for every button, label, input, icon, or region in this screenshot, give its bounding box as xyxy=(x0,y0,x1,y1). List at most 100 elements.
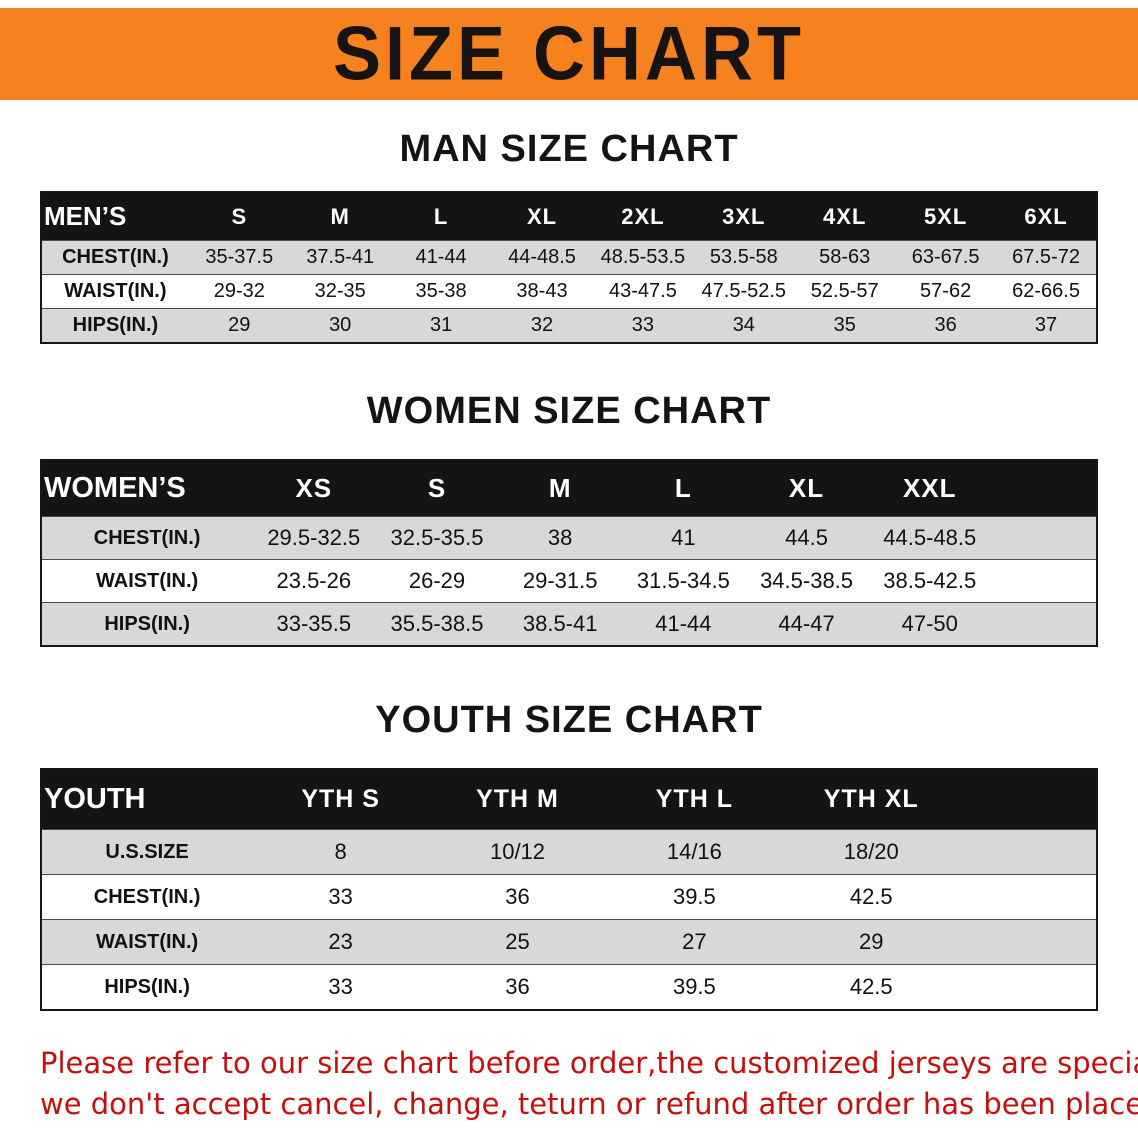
size-header-cell: YTH L xyxy=(655,785,733,813)
data-cell: 41-44 xyxy=(390,240,492,275)
data-cell: 26-29 xyxy=(375,559,499,603)
men-section-heading: MAN SIZE CHART xyxy=(399,128,739,170)
data-cell: 38.5-41 xyxy=(498,602,622,646)
filler-cell xyxy=(959,919,1097,965)
table-row: WAIST(IN.) 23.5-26 26-29 29-31.5 31.5-34.5 34… xyxy=(41,559,1097,603)
size-header-cell: S xyxy=(427,473,447,503)
table-row: CHEST(IN.) 33 36 39.5 42.5 xyxy=(41,874,1097,920)
table-row: CHEST(IN.) 35-37.5 37.5-41 41-44 44-48.5 48.5… xyxy=(41,240,1097,275)
youth-section-heading: YOUTH SIZE CHART xyxy=(375,699,763,741)
data-cell: 23 xyxy=(252,919,430,965)
banner-title: SIZE CHART xyxy=(333,11,805,97)
filler-cell xyxy=(960,769,1097,830)
row-label: HIPS(IN.) xyxy=(41,964,253,1010)
size-header-cell: S xyxy=(231,203,248,229)
data-cell: 44-47 xyxy=(744,602,869,646)
size-header-cell: 4XL xyxy=(823,203,867,229)
header-row: WOMEN’S XS S M L XL XXL xyxy=(41,460,1097,517)
data-cell: 63-67.5 xyxy=(895,240,997,275)
data-cell: 23.5-26 xyxy=(252,559,376,603)
data-cell: 29 xyxy=(188,308,290,343)
table-row: WAIST(IN.) 23 25 27 29 xyxy=(41,919,1097,965)
data-cell: 38-43 xyxy=(491,274,593,309)
data-cell: 58-63 xyxy=(794,240,896,275)
row-label: WAIST(IN.) xyxy=(41,559,253,603)
data-cell: 37.5-41 xyxy=(289,240,391,275)
filler-cell xyxy=(991,602,1097,646)
table-row: WAIST(IN.) 29-32 32-35 35-38 38-43 43-47.5 47.… xyxy=(41,274,1097,309)
data-cell: 35-37.5 xyxy=(188,240,290,275)
data-cell: 32.5-35.5 xyxy=(375,516,499,560)
data-cell: 27 xyxy=(605,919,783,965)
data-cell: 30 xyxy=(289,308,391,343)
data-cell: 41 xyxy=(621,516,745,560)
data-cell: 44-48.5 xyxy=(491,240,593,275)
data-cell: 18/20 xyxy=(782,829,960,875)
data-cell: 52.5-57 xyxy=(794,274,896,309)
row-label: CHEST(IN.) xyxy=(41,874,253,920)
data-cell: 33 xyxy=(592,308,694,343)
row-label: U.S.SIZE xyxy=(41,829,253,875)
data-cell: 10/12 xyxy=(429,829,606,875)
data-cell: 14/16 xyxy=(605,829,783,875)
youth-size-table: YOUTH YTH S YTH M YTH L YTH XL U.S.SIZE 8 10/12… xyxy=(40,768,1098,1011)
size-chart-sections: MAN SIZE CHART MEN’S S M L XL 2XL 3XL 4XL 5XL 6XL C… xyxy=(0,128,1138,1011)
filler-cell xyxy=(959,874,1097,920)
filler-cell xyxy=(959,964,1097,1010)
data-cell: 47.5-52.5 xyxy=(693,274,795,309)
row-label: HIPS(IN.) xyxy=(41,308,189,343)
data-cell: 47-50 xyxy=(868,602,992,646)
table-title-cell: MEN’S xyxy=(44,201,127,231)
table-row: HIPS(IN.) 29 30 31 32 33 34 35 36 37 xyxy=(41,308,1097,343)
data-cell: 35 xyxy=(794,308,896,343)
data-cell: 48.5-53.5 xyxy=(592,240,694,275)
data-cell: 29-32 xyxy=(188,274,290,309)
disclaimer-line-1: Please refer to our size chart before or… xyxy=(40,1046,1138,1080)
size-header-cell: 2XL xyxy=(621,203,665,229)
data-cell: 35-38 xyxy=(390,274,492,309)
size-header-cell: L xyxy=(433,203,449,229)
data-cell: 31.5-34.5 xyxy=(621,559,745,603)
row-label: WAIST(IN.) xyxy=(41,919,253,965)
data-cell: 33 xyxy=(252,874,430,920)
size-header-cell: XL xyxy=(526,203,558,229)
table-row: CHEST(IN.) 29.5-32.5 32.5-35.5 38 41 44.5 44.5… xyxy=(41,516,1097,560)
size-header-cell: M xyxy=(548,473,572,503)
data-cell: 44.5 xyxy=(744,516,869,560)
size-chart-banner: SIZE CHART xyxy=(0,8,1138,100)
women-size-table: WOMEN’S XS S M L XL XXL CHEST(IN.) 29.5-32.5 32.5… xyxy=(40,459,1098,647)
data-cell: 39.5 xyxy=(605,964,783,1010)
filler-cell xyxy=(959,829,1097,875)
row-label: CHEST(IN.) xyxy=(41,240,189,275)
data-cell: 35.5-38.5 xyxy=(375,602,499,646)
data-cell: 38 xyxy=(498,516,622,560)
data-cell: 41-44 xyxy=(621,602,745,646)
data-cell: 42.5 xyxy=(782,964,960,1010)
size-header-cell: YTH S xyxy=(301,785,380,813)
data-cell: 36 xyxy=(429,964,606,1010)
data-cell: 8 xyxy=(252,829,430,875)
row-label: HIPS(IN.) xyxy=(41,602,253,646)
size-header-cell: XXL xyxy=(902,473,957,503)
filler-cell xyxy=(991,516,1097,560)
data-cell: 34.5-38.5 xyxy=(744,559,869,603)
size-header-cell: 3XL xyxy=(722,203,766,229)
data-cell: 53.5-58 xyxy=(693,240,795,275)
data-cell: 29.5-32.5 xyxy=(252,516,376,560)
section-women: WOMEN SIZE CHART WOMEN’S XS S M L XL XXL CHEST(I… xyxy=(0,390,1138,647)
size-header-cell: M xyxy=(330,203,350,229)
filler-cell xyxy=(991,559,1097,603)
disclaimer-line-2: we don't accept cancel, change, teturn o… xyxy=(40,1087,1138,1122)
data-cell: 25 xyxy=(429,919,606,965)
size-header-cell: 5XL xyxy=(923,203,968,229)
size-header-cell: XL xyxy=(788,473,825,503)
size-header-cell: 6XL xyxy=(1024,203,1068,229)
data-cell: 36 xyxy=(429,874,606,920)
data-cell: 57-62 xyxy=(895,274,997,309)
data-cell: 36 xyxy=(895,308,997,343)
table-title-cell: YOUTH xyxy=(44,783,146,815)
size-header-cell: YTH M xyxy=(476,785,559,813)
data-cell: 42.5 xyxy=(782,874,960,920)
data-cell: 43-47.5 xyxy=(592,274,694,309)
